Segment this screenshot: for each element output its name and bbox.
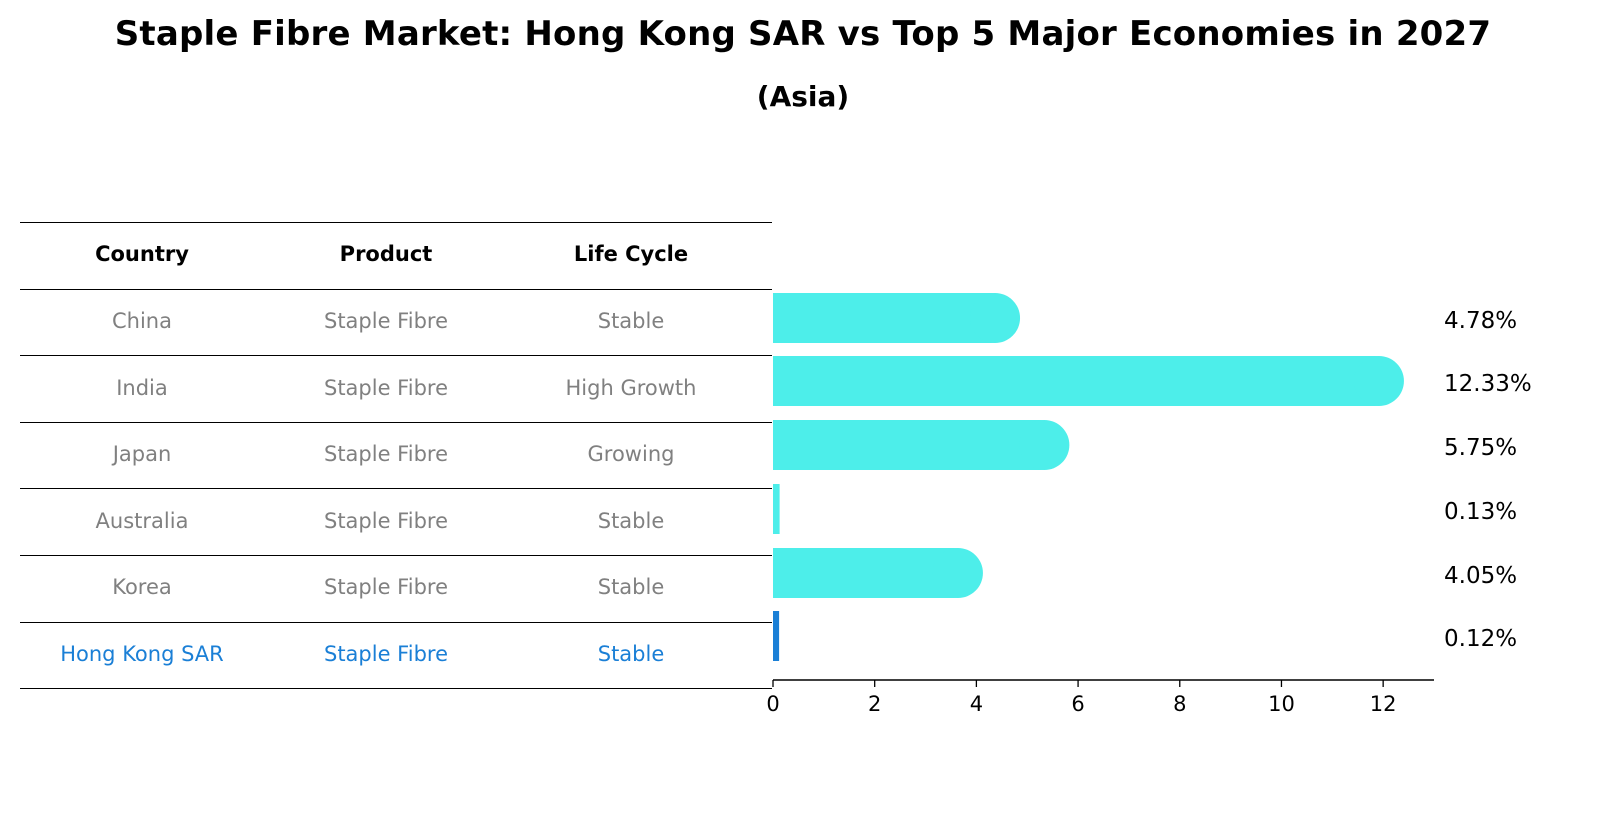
data-label: 0.12%: [1444, 626, 1517, 652]
table-header-life-cycle: Life Cycle: [573, 242, 689, 267]
table-header-country: Country: [95, 242, 189, 267]
table-rule: [20, 222, 772, 223]
x-tick-label: 4: [970, 692, 983, 716]
table-rule: [20, 688, 772, 690]
data-label: 5.75%: [1444, 435, 1517, 461]
table-rule: [20, 288, 772, 290]
x-tick-label: 6: [1071, 692, 1084, 716]
table-cell-life-cycle: Growing: [587, 442, 675, 467]
table-cell-product: Staple Fibre: [323, 442, 448, 467]
data-label: 12.33%: [1444, 371, 1532, 397]
bar: [773, 548, 979, 598]
table-cell-country: Hong Kong SAR: [60, 642, 224, 666]
table-rule: [20, 355, 772, 357]
table-cell-product: Staple Fibre: [323, 508, 448, 533]
table-rule: [20, 621, 772, 623]
bar: [773, 484, 780, 534]
chart-subtitle: (Asia): [756, 80, 850, 113]
table-cell-life-cycle: Stable: [597, 575, 665, 600]
bar: [773, 611, 780, 661]
table-cell-product: Staple Fibre: [323, 642, 448, 666]
x-tick-label: 12: [1370, 692, 1397, 716]
table-cell-product: Staple Fibre: [323, 375, 448, 400]
table-cell-life-cycle: Stable: [597, 508, 665, 533]
table-rule: [20, 488, 772, 490]
table-cell-product: Staple Fibre: [323, 309, 448, 333]
table-cell-product: Staple Fibre: [323, 575, 448, 600]
chart-title: Staple Fibre Market: Hong Kong SAR vs To…: [114, 14, 1492, 54]
data-label: 0.13%: [1444, 499, 1517, 525]
data-label: 4.78%: [1444, 308, 1517, 334]
table-cell-life-cycle: Stable: [597, 309, 665, 333]
table-cell-country: Korea: [112, 575, 172, 600]
table-cell-country: Australia: [95, 508, 189, 533]
bar: [773, 356, 1400, 406]
table-cell-country: Japan: [112, 442, 172, 467]
bar-cap: [970, 293, 1021, 343]
data-label: 4.05%: [1444, 563, 1517, 589]
x-tick-label: 8: [1173, 692, 1186, 716]
bar-cap: [1353, 356, 1404, 406]
x-tick-label: 10: [1268, 692, 1295, 716]
table-rule: [20, 421, 772, 423]
table-cell-country: India: [116, 375, 168, 400]
table-cell-life-cycle: Stable: [597, 642, 665, 666]
bar: [773, 293, 1017, 343]
table-cell-country: China: [112, 309, 172, 333]
bar-cap: [1019, 420, 1070, 470]
table-header-product: Product: [339, 242, 433, 267]
x-tick-label: 2: [868, 692, 881, 716]
x-tick-label: 0: [766, 692, 779, 716]
bar-cap: [932, 548, 983, 598]
table-rule: [20, 555, 772, 556]
table-cell-life-cycle: High Growth: [565, 375, 697, 400]
bar: [773, 420, 1066, 470]
